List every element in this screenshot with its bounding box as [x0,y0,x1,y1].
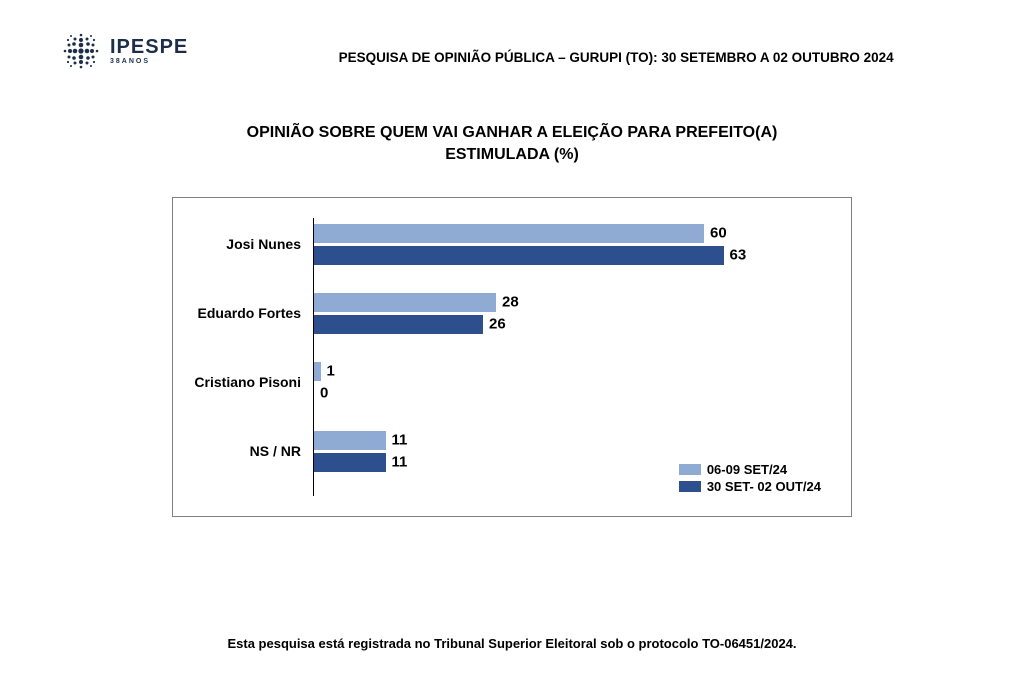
bar-value-label: 11 [386,432,408,449]
bar: 11 [314,453,386,472]
chart-title-line2: ESTIMULADA (%) [445,146,579,163]
category-label: NS / NR [250,443,313,459]
category-label: Josi Nunes [226,236,313,252]
legend-swatch-1 [679,481,701,492]
bar-value-label: 60 [704,225,727,242]
legend-label-0: 06-09 SET/24 [707,462,787,477]
category-label: Cristiano Pisoni [194,374,313,390]
category-label: Eduardo Fortes [198,305,313,321]
logo-subtitle: 38ANOS [110,58,188,65]
bar-value-label: 11 [386,454,408,471]
footnote: Esta pesquisa está registrada no Tribuna… [0,636,1024,651]
bar-value-label: 1 [321,363,335,380]
globe-icon [60,30,102,72]
header: IPESPE 38ANOS PESQUISA DE OPINIÃO PÚBLIC… [0,0,1024,82]
chart-area: Josi Nunes6063Eduardo Fortes2826Cristian… [172,197,852,517]
legend-swatch-0 [679,464,701,475]
chart-title-line1: OPINIÃO SOBRE QUEM VAI GANHAR A ELEIÇÃO … [247,124,778,141]
bar: 60 [314,224,704,243]
legend-item-0: 06-09 SET/24 [679,462,821,477]
bar: 26 [314,315,483,334]
header-title: PESQUISA DE OPINIÃO PÚBLICA – GURUPI (TO… [268,30,964,65]
category-group: Eduardo Fortes2826 [313,293,831,334]
logo-text-wrap: IPESPE 38ANOS [110,37,188,65]
logo: IPESPE 38ANOS [60,30,188,72]
bar-value-label: 63 [724,247,747,264]
legend-label-1: 30 SET- 02 OUT/24 [707,479,821,494]
bar-value-label: 0 [314,385,328,402]
bar: 28 [314,293,496,312]
bar: 63 [314,246,724,265]
bar-value-label: 28 [496,294,519,311]
plot-region: Josi Nunes6063Eduardo Fortes2826Cristian… [313,218,831,496]
bar: 11 [314,431,386,450]
logo-text: IPESPE [110,37,188,57]
legend: 06-09 SET/24 30 SET- 02 OUT/24 [679,460,821,494]
category-group: Josi Nunes6063 [313,224,831,265]
category-group: Cristiano Pisoni10 [313,362,831,403]
bar-value-label: 26 [483,316,506,333]
bar: 1 [314,362,321,381]
legend-item-1: 30 SET- 02 OUT/24 [679,479,821,494]
chart-title: OPINIÃO SOBRE QUEM VAI GANHAR A ELEIÇÃO … [0,122,1024,167]
